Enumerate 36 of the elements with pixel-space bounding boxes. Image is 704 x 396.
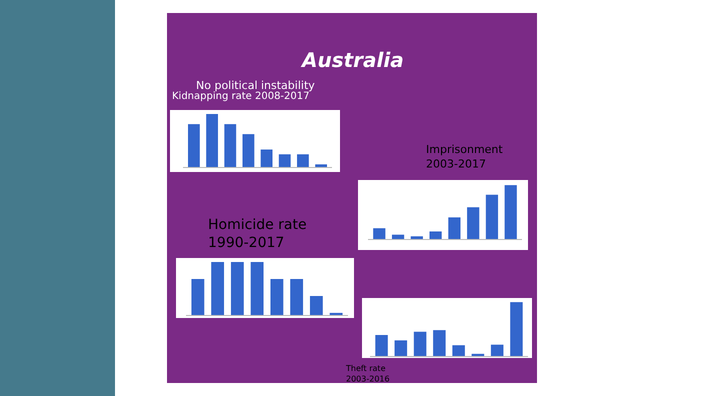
bar xyxy=(433,330,446,356)
bar xyxy=(452,345,465,356)
text: Theft rate 2003-2016 xyxy=(345,364,390,384)
bar xyxy=(373,228,386,239)
bar xyxy=(467,207,480,239)
bar xyxy=(260,150,272,167)
bar xyxy=(310,296,323,315)
bar xyxy=(290,279,304,315)
bar xyxy=(242,134,254,167)
bar xyxy=(448,217,460,239)
chart-title: Imprisonment 2003-2017 xyxy=(426,143,504,170)
bar xyxy=(250,262,264,315)
text: No political instability xyxy=(196,79,316,92)
bar xyxy=(410,236,423,239)
bar xyxy=(315,164,327,167)
bar xyxy=(392,234,404,239)
bar xyxy=(278,154,291,167)
bar xyxy=(191,279,204,315)
chart-title: Kidnapping rate 2008-2017 xyxy=(172,91,310,102)
bar xyxy=(230,262,244,315)
bar xyxy=(394,340,408,356)
bar xyxy=(211,262,224,315)
bar xyxy=(510,302,523,356)
bar xyxy=(375,334,388,356)
chart-title: Homicide rate 1990-2017 xyxy=(208,217,307,252)
bar xyxy=(414,332,426,356)
bar xyxy=(504,185,517,239)
bar xyxy=(206,114,218,167)
bar xyxy=(430,231,442,239)
text: Australia xyxy=(300,48,404,72)
bar xyxy=(490,344,504,356)
bar xyxy=(188,124,200,167)
bar xyxy=(297,154,309,167)
bar xyxy=(224,124,236,167)
bar xyxy=(486,194,498,239)
bar xyxy=(270,279,284,315)
